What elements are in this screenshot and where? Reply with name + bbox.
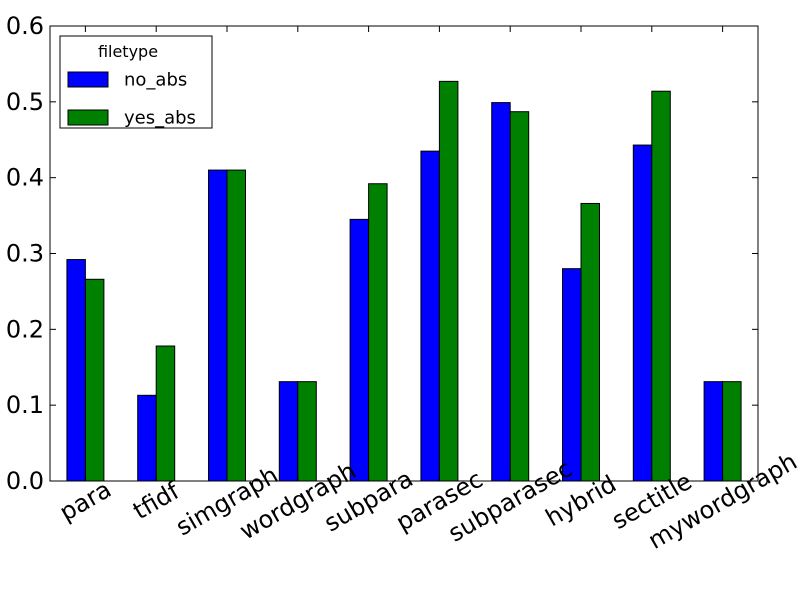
y-tick-label: 0.0 <box>6 467 44 495</box>
bar-yes_abs-simgraph <box>226 169 246 482</box>
legend-label-yes_abs: yes_abs <box>124 108 196 129</box>
bar-yes_abs-para <box>84 278 105 482</box>
legend-swatch-yes_abs <box>67 109 109 126</box>
y-axis: 0.0 0.1 0.2 0.3 0.4 0.5 0.6 <box>6 12 758 495</box>
bar-no_abs-para <box>66 259 86 482</box>
y-tick-label: 0.1 <box>6 391 44 419</box>
y-tick-label: 0.6 <box>6 12 44 40</box>
y-tick-label: 0.3 <box>6 240 44 268</box>
y-tick-label: 0.2 <box>6 315 44 343</box>
bar-no_abs-subpara <box>349 218 370 482</box>
bar-no_abs-subparasec <box>491 102 511 482</box>
bar-yes_abs-wordgraph <box>297 381 317 482</box>
y-tick-label: 0.5 <box>6 88 44 116</box>
bars-group <box>66 80 742 482</box>
bar-yes_abs-subpara <box>368 183 388 482</box>
legend-label-no_abs: no_abs <box>124 70 187 91</box>
bar-yes_abs-hybrid <box>580 202 600 482</box>
bar-no_abs-sectitle <box>632 144 653 482</box>
bar-no_abs-hybrid <box>562 268 582 482</box>
bar-no_abs-mywordgraph <box>703 381 724 482</box>
bar-no_abs-parasec <box>420 150 440 482</box>
bar-yes_abs-mywordgraph <box>722 381 742 482</box>
x-tick-label-para: para <box>55 475 116 527</box>
bar-yes_abs-parasec <box>438 80 459 482</box>
bar-no_abs-wordgraph <box>278 381 299 482</box>
legend-swatch-no_abs <box>67 71 109 88</box>
plot-frame <box>49 25 759 482</box>
bar-yes_abs-tfidf <box>155 345 176 482</box>
legend: filetype no_abs yes_abs <box>59 35 213 129</box>
bar-yes_abs-subparasec <box>509 111 530 482</box>
bar-no_abs-tfidf <box>137 394 157 482</box>
bar-no_abs-simgraph <box>208 169 228 482</box>
bar-yes_abs-sectitle <box>651 90 671 482</box>
legend-title: filetype <box>98 42 158 61</box>
legend-entries: no_abs yes_abs <box>67 70 196 129</box>
y-tick-label: 0.4 <box>6 164 44 192</box>
